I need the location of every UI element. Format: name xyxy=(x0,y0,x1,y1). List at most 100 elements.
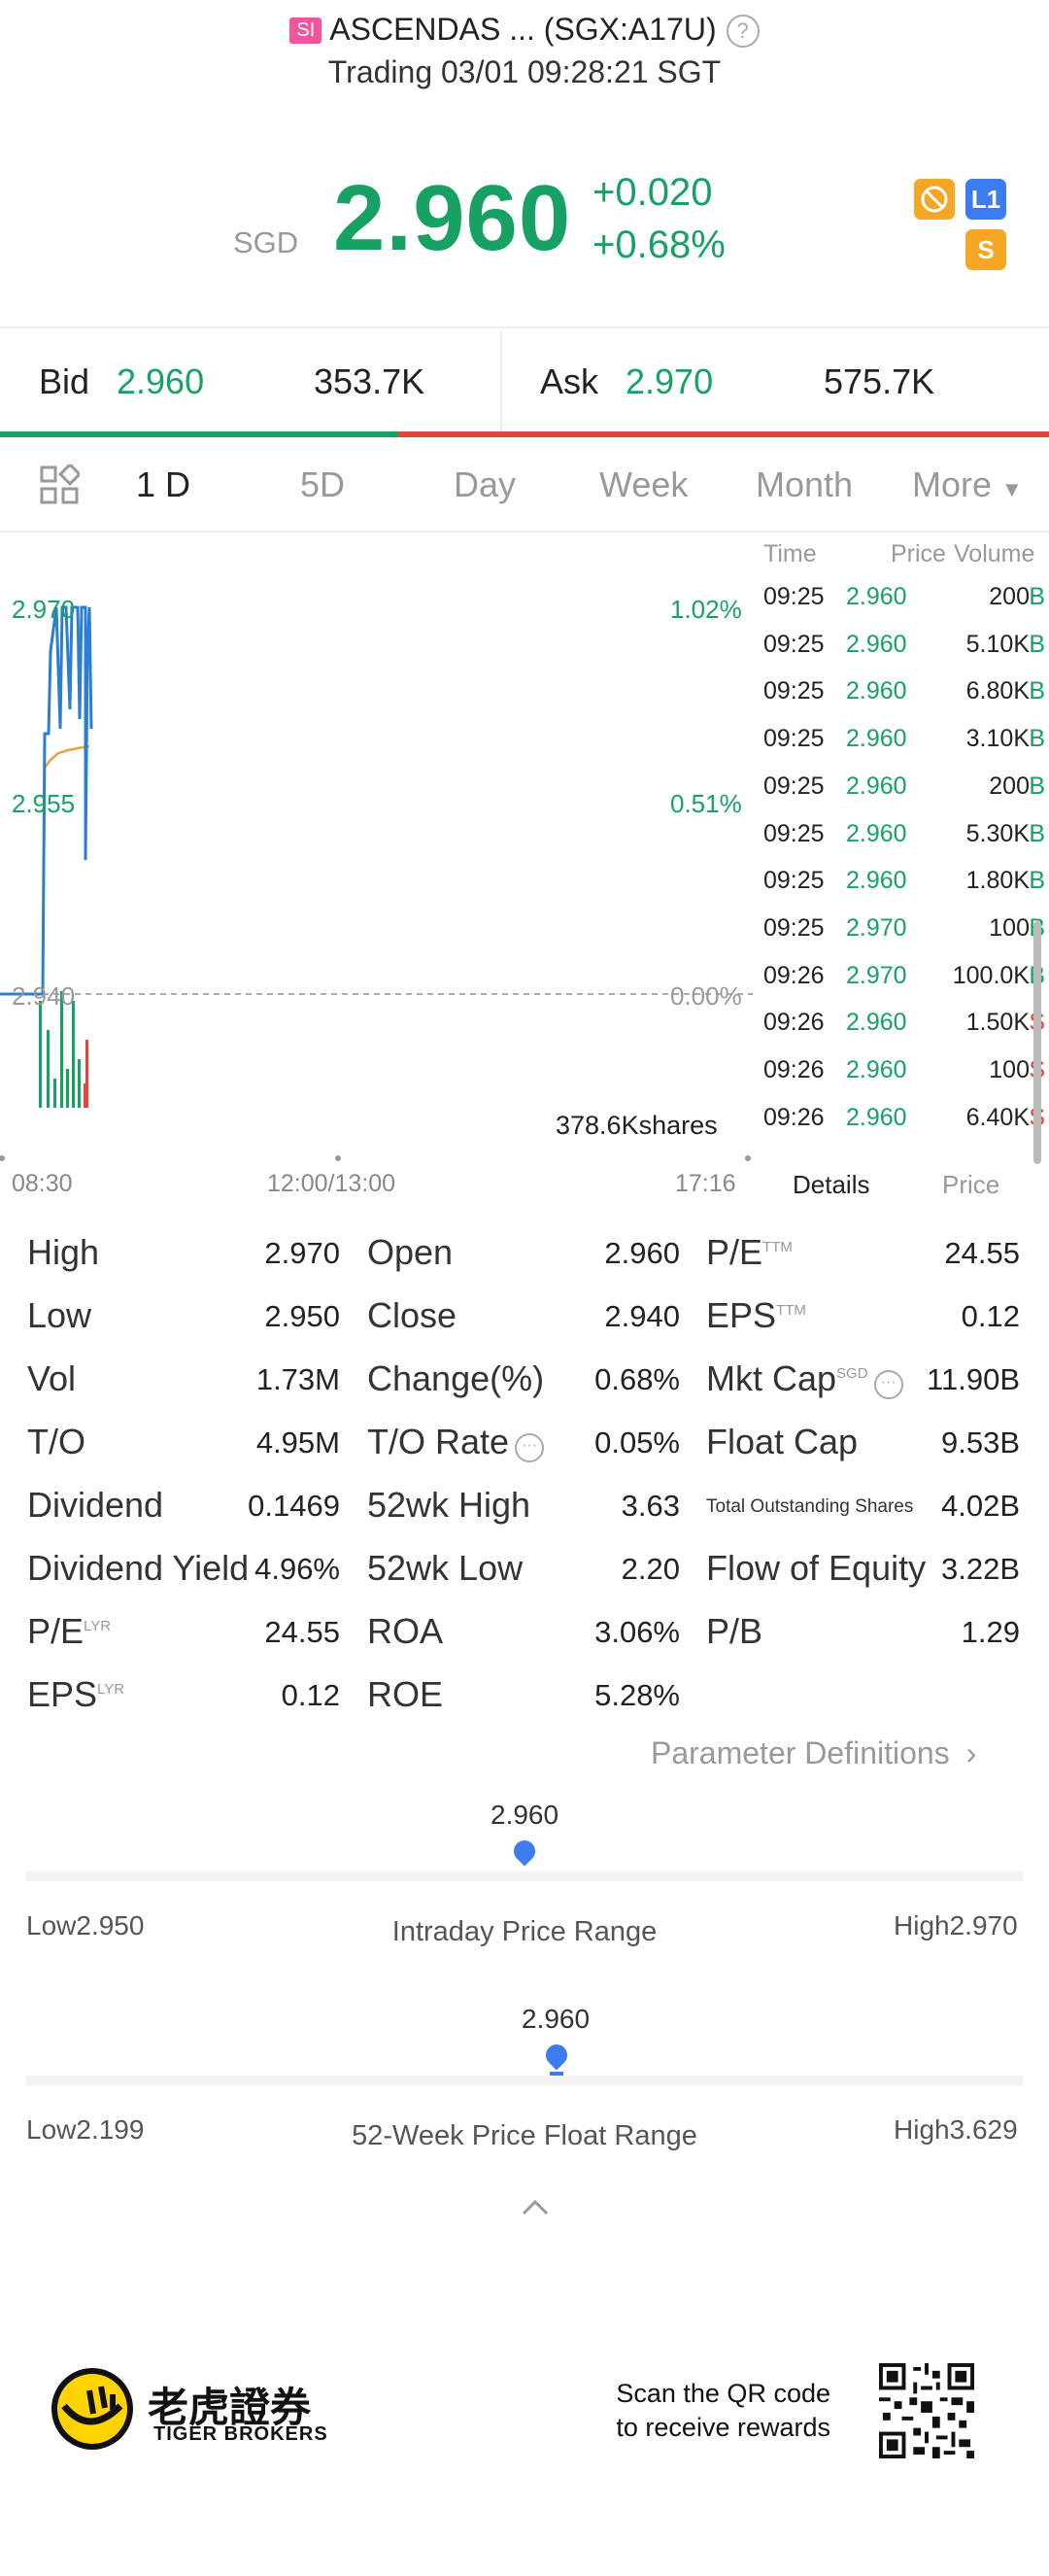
stat-label: EPSTTM xyxy=(706,1295,806,1335)
trade-row: 09:25 2.960 6.80K B xyxy=(763,677,1045,716)
scan-line-1: Scan the QR code xyxy=(616,2379,830,2408)
trade-time: 09:25 xyxy=(763,725,825,753)
stat-value: 0.12 xyxy=(961,1299,1020,1333)
stat-value: 11.90B xyxy=(927,1362,1020,1396)
trading-status: Trading 03/01 09:28:21 SGT xyxy=(327,54,722,89)
brand-cn: 老虎證券 xyxy=(148,2385,312,2430)
level1-icon[interactable]: L1 xyxy=(965,179,1006,220)
trade-volume: 1.50K xyxy=(965,1009,1030,1037)
trade-volume: 100.0K xyxy=(952,961,1030,989)
trade-row: 09:252.970100B xyxy=(763,914,1045,953)
volume-bar xyxy=(39,1001,42,1108)
bid-price: 2.960 xyxy=(117,361,205,401)
bid-size: 353.7K xyxy=(314,361,425,401)
intraday-current-value: 2.960 xyxy=(491,1800,559,1830)
stat-label: Low xyxy=(27,1295,92,1335)
trade-side: B xyxy=(1029,867,1045,895)
trades-list[interactable]: 09:25 2.960 200 B 09:25 2.960 5.10K B 09:25 2.960… xyxy=(763,583,1045,1166)
week52-marker xyxy=(541,2040,572,2071)
trade-time: 09:26 xyxy=(763,1009,825,1037)
trade-price: 2.960 xyxy=(846,677,907,705)
trades-tab-details[interactable]: Details xyxy=(793,1170,870,1199)
last-price: 2.960 xyxy=(333,166,572,270)
stat-value: 24.55 xyxy=(264,1615,340,1649)
stat-value: 3.22B xyxy=(940,1552,1020,1586)
trade-side: B xyxy=(1029,630,1045,658)
trade-time: 09:26 xyxy=(763,1056,825,1083)
trade-time: 09:25 xyxy=(763,583,825,610)
intraday-marker xyxy=(509,1836,540,1867)
intraday-low: Low2.950 xyxy=(26,1910,145,1941)
stat-label: ROE xyxy=(367,1674,444,1714)
stock-title-bar: SI ASCENDAS ... (SGX:A17U)? xyxy=(0,12,1049,48)
intraday-chart[interactable] xyxy=(0,534,758,1166)
ask-price: 2.970 xyxy=(626,361,714,401)
y-axis-label-mid: 2.955 xyxy=(12,789,76,818)
trade-side: B xyxy=(1029,772,1045,800)
price-change: +0.020 xyxy=(592,171,713,214)
stat-label: Dividend Yield xyxy=(27,1548,250,1588)
stat-value: 0.1469 xyxy=(248,1489,340,1523)
dollar-icon[interactable]: S xyxy=(965,229,1006,270)
trade-row: 09:25 2.960 1.80K B xyxy=(763,867,1045,906)
intraday-range-title: Intraday Price Range xyxy=(391,1916,658,1947)
trade-volume: 6.80K xyxy=(965,677,1030,705)
volume-bar xyxy=(47,1030,50,1108)
trade-row: 09:25 2.960 200 B xyxy=(763,773,1045,811)
trade-price: 2.960 xyxy=(846,630,907,658)
trades-header-volume: Volume xyxy=(954,540,1035,567)
stat-label: P/ETTM xyxy=(706,1232,793,1272)
trade-price: 2.960 xyxy=(846,1009,907,1037)
tab-month[interactable]: Month xyxy=(756,464,854,504)
stat-label-superscript: LYR xyxy=(84,1618,112,1634)
intraday-high: High2.970 xyxy=(894,1910,1018,1941)
trade-time: 09:26 xyxy=(763,1103,825,1131)
tab-day[interactable]: Day xyxy=(454,464,517,504)
collapse-chevron-icon[interactable] xyxy=(518,2196,553,2222)
stat-value: 4.02B xyxy=(940,1489,1020,1523)
scan-line-2: to receive rewards xyxy=(616,2413,830,2442)
more-info-icon[interactable]: ··· xyxy=(873,1370,903,1399)
tab-1d[interactable]: 1 D xyxy=(136,464,191,504)
trade-side: B xyxy=(1029,819,1045,847)
trade-volume: 200 xyxy=(989,583,1030,610)
ask-size: 575.7K xyxy=(824,361,935,401)
chevron-right-icon: › xyxy=(965,1735,977,1770)
stat-label: ROA xyxy=(367,1611,444,1651)
stat-value: 4.96% xyxy=(254,1552,340,1586)
parameter-definitions-link[interactable]: Parameter Definitions › xyxy=(651,1735,977,1770)
stat-value: 0.68% xyxy=(594,1362,680,1396)
stat-value: 3.06% xyxy=(594,1615,680,1649)
trade-price: 2.960 xyxy=(846,1103,907,1131)
trade-volume: 200 xyxy=(989,772,1030,800)
trades-scrollbar[interactable] xyxy=(1033,921,1041,1164)
brand-en: TIGER BROKERS xyxy=(153,2423,328,2445)
trade-volume: 5.10K xyxy=(965,630,1030,658)
help-icon[interactable]: ? xyxy=(726,15,760,48)
no-short-icon[interactable] xyxy=(914,179,955,220)
more-info-icon[interactable]: ··· xyxy=(515,1433,545,1462)
stat-value: 5.28% xyxy=(594,1678,680,1712)
stat-value: 24.55 xyxy=(944,1236,1020,1270)
pct-axis-label-top: 1.02% xyxy=(670,595,742,624)
tab-more[interactable]: More ▼ xyxy=(912,464,1023,504)
trade-volume: 5.30K xyxy=(965,819,1030,847)
x-axis-label-open: 08:30 xyxy=(12,1170,73,1197)
trade-row: 09:25 2.960 5.10K B xyxy=(763,631,1045,670)
stat-label: Close xyxy=(367,1295,457,1335)
trade-time: 09:25 xyxy=(763,630,825,658)
trade-time: 09:26 xyxy=(763,961,825,989)
stat-label: P/ELYR xyxy=(27,1611,112,1651)
trades-tab-price[interactable]: Price xyxy=(942,1170,1000,1199)
stat-label-superscript: SGD xyxy=(836,1365,868,1382)
stat-value: 2.940 xyxy=(604,1299,680,1333)
trade-volume: 1.80K xyxy=(965,867,1030,895)
trade-price: 2.960 xyxy=(846,725,907,753)
tab-week[interactable]: Week xyxy=(599,464,689,504)
chart-layout-icon[interactable] xyxy=(39,462,83,510)
trade-side: B xyxy=(1029,583,1045,610)
tab-5d[interactable]: 5D xyxy=(300,464,346,504)
ask-ratio-bar xyxy=(398,431,1049,437)
